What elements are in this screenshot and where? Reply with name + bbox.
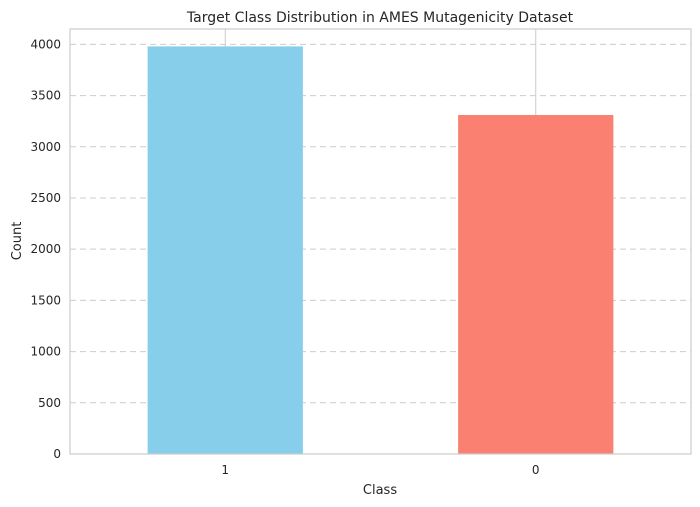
y-tick-label: 4000	[30, 37, 61, 51]
x-tick-label: 0	[532, 463, 540, 477]
bars	[147, 46, 614, 454]
y-tick-label: 500	[38, 396, 61, 410]
y-tick-label: 1000	[30, 345, 61, 359]
y-tick-label: 3000	[30, 140, 61, 154]
y-tick-label: 0	[53, 447, 61, 461]
bar-class-1	[147, 46, 303, 454]
y-tick-label: 1500	[30, 293, 61, 307]
y-tick-label: 3500	[30, 89, 61, 103]
x-tick-label: 1	[221, 463, 229, 477]
chart-title: Target Class Distribution in AMES Mutage…	[186, 10, 574, 26]
x-axis-label: Class	[363, 483, 397, 498]
y-tick-label: 2500	[30, 191, 61, 205]
bar-class-0	[458, 115, 614, 454]
plot-frame	[69, 28, 692, 455]
y-axis-ticks: 0 500 1000 1500 2000 2500 3000 3500 4000	[30, 37, 61, 461]
y-axis-label: Count	[10, 222, 25, 261]
y-tick-label: 2000	[30, 242, 61, 256]
